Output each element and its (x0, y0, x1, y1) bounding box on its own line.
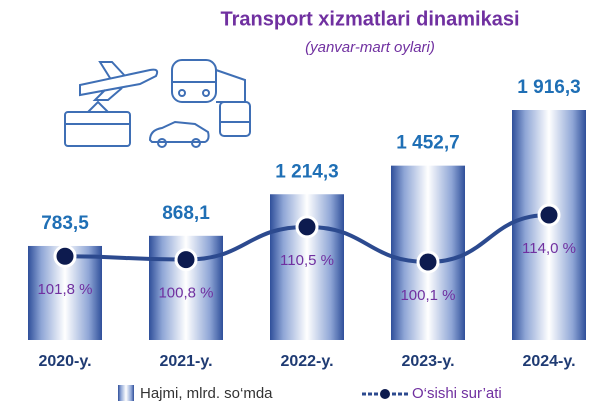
growth-marker (53, 244, 77, 268)
legend-swatch (118, 385, 134, 401)
growth-marker (295, 215, 319, 239)
legend-marker (378, 387, 392, 401)
bar-value-label: 1 214,3 (275, 161, 338, 182)
bar-value-label: 868,1 (162, 203, 210, 224)
legend-label: O‘sishi sur’ati (412, 385, 502, 402)
x-tick-label: 2022-y. (280, 353, 333, 370)
bar-value-label: 783,5 (41, 213, 89, 234)
growth-marker (537, 203, 561, 227)
growth-value-label: 100,8 % (158, 285, 213, 302)
bar-value-label: 1 452,7 (396, 133, 459, 154)
chart-subtitle: (yanvar-mart oylari) (305, 39, 435, 56)
legend-label: Hajmi, mlrd. so‘mda (140, 385, 273, 402)
transport-icons (64, 59, 251, 148)
growth-value-label: 101,8 % (37, 281, 92, 298)
chart-title: Transport xizmatlari dinamikasi (221, 8, 520, 30)
growth-value-label: 100,1 % (400, 287, 455, 304)
growth-marker (416, 250, 440, 274)
x-tick-label: 2020-y. (38, 353, 91, 370)
growth-value-label: 110,5 % (280, 252, 334, 269)
legend: Hajmi, mlrd. so‘mda O‘sishi sur’ati (118, 385, 502, 402)
x-tick-label: 2021-y. (159, 353, 212, 370)
growth-value-label: 114,0 % (522, 240, 576, 257)
x-tick-label: 2023-y. (401, 353, 454, 370)
x-tick-label: 2024-y. (522, 353, 575, 370)
bar-value-label: 1 916,3 (517, 77, 580, 98)
growth-marker (174, 248, 198, 272)
